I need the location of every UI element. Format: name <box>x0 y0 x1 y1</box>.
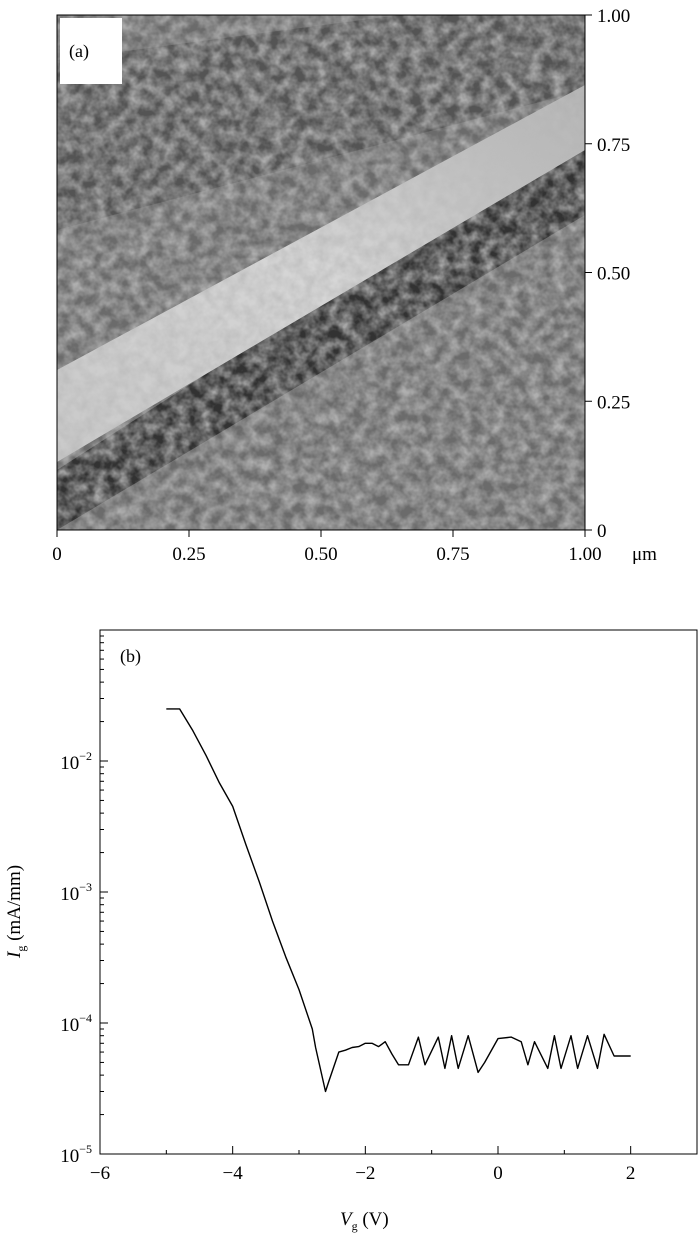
y-tick-label: 0 <box>597 521 607 542</box>
x-tick-label: 0 <box>493 1163 503 1184</box>
y-axis-title: Ig (mA/mm) <box>4 865 28 959</box>
y-tick-label: 10−4 <box>60 1011 92 1036</box>
y-tick-label: 1.00 <box>597 6 630 27</box>
x-tick-label: 0.50 <box>304 544 337 565</box>
panel-a-label: (a) <box>69 41 89 62</box>
afm-panel: (a) 0 0.25 0.50 0.75 1.00 00.250.500.751.00 … <box>52 6 657 565</box>
y-tick-label: 10−2 <box>60 749 92 774</box>
afm-y-axis: 0 0.25 0.50 0.75 1.00 <box>585 6 630 542</box>
x-tick-label: −4 <box>223 1163 244 1184</box>
x-tick-label: 2 <box>626 1163 636 1184</box>
panel-b-label: (b) <box>120 646 141 667</box>
afm-x-unit: μm <box>632 544 657 565</box>
x-axis: −6 −4 −2 0 2 <box>90 1146 698 1184</box>
x-tick-label: 1.00 <box>568 544 601 565</box>
y-tick-label: 0.25 <box>597 392 630 413</box>
x-tick-label: 0.75 <box>436 544 469 565</box>
y-tick-label: 0.75 <box>597 135 630 156</box>
x-tick-label: 0 <box>52 544 62 565</box>
y-tick-label: 10−3 <box>60 880 92 905</box>
iv-panel: (b) −6 −4 −2 0 2 10−5 10−4 10−3 10−2 Vg (V) Ig … <box>4 629 698 1233</box>
plot-frame <box>99 629 698 1155</box>
panel-a-label-box <box>60 18 122 84</box>
series-line-ig <box>166 708 631 1093</box>
y-tick-label: 10−5 <box>60 1142 92 1167</box>
y-axis: 10−5 10−4 10−3 10−2 <box>60 635 108 1167</box>
afm-image <box>57 15 585 530</box>
x-tick-label: −2 <box>355 1163 375 1184</box>
afm-x-axis: 0 0.25 0.50 0.75 1.00 <box>52 530 602 565</box>
y-tick-label: 0.50 <box>597 264 630 285</box>
x-tick-label: 0.25 <box>172 544 205 565</box>
x-axis-title: Vg (V) <box>340 1209 389 1233</box>
x-tick-label: −6 <box>90 1163 110 1184</box>
